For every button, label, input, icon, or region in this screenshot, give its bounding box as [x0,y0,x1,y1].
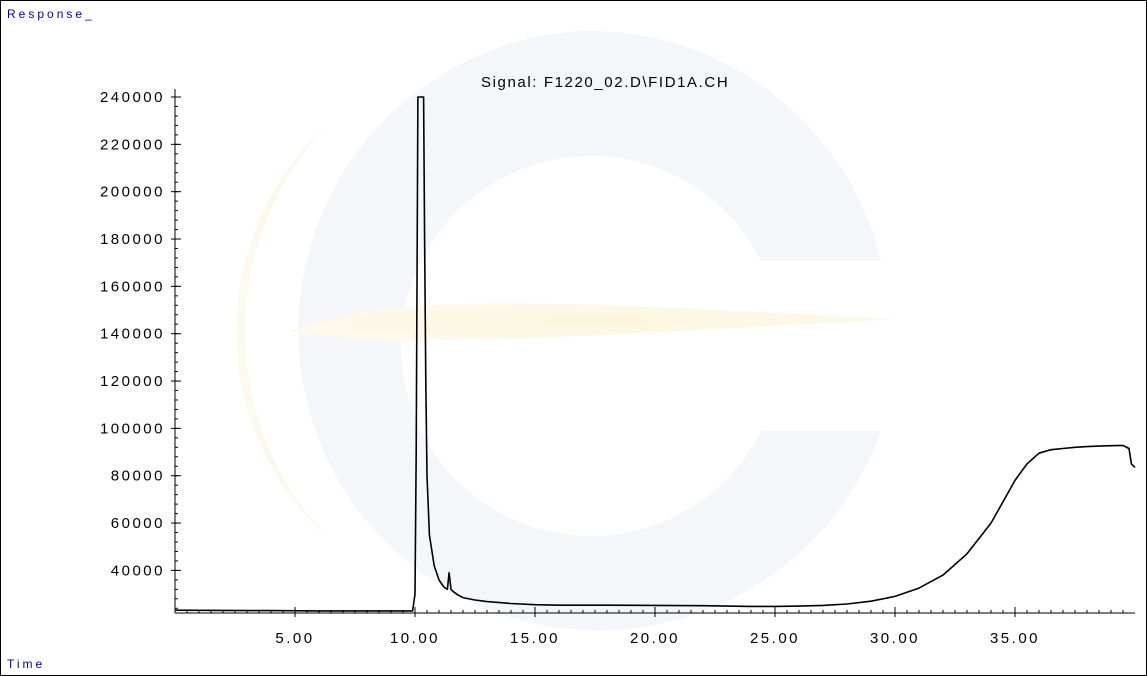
y-axis-ticks: 40000 60000 80000 100000 120000 140000 160000 1… [100,89,181,609]
y-tick-label: 140000 [100,326,165,343]
x-tick-label: 30.00 [870,630,920,647]
plot-area [174,96,1136,612]
x-axis-ticks: 5.00 10.00 15.00 20.00 25.00 30.00 35.00 [186,607,1124,647]
y-tick-label: 100000 [100,420,165,437]
chart-title: Signal: F1220_02.D\FID1A.CH [481,74,729,91]
y-tick-label: 80000 [111,468,165,485]
x-tick-label: 15.00 [510,630,560,647]
x-tick-label: 10.00 [390,630,440,647]
y-tick-label: 40000 [111,562,165,579]
y-tick-label: 220000 [100,136,165,153]
x-tick-label: 20.00 [630,630,680,647]
watermark-logo [236,30,901,631]
x-tick-label: 5.00 [275,630,314,647]
y-tick-label: 240000 [100,89,165,106]
x-tick-label: 35.00 [990,630,1040,647]
x-tick-label: 25.00 [750,630,800,647]
y-tick-label: 160000 [100,278,165,295]
y-axis-label: Response_ [7,7,95,21]
y-tick-label: 180000 [100,231,165,248]
chromatogram-trace [174,96,1136,612]
y-tick-label: 60000 [111,515,165,532]
x-axis-label: Time [7,657,46,671]
y-tick-label: 120000 [100,373,165,390]
y-tick-label: 200000 [100,184,165,201]
